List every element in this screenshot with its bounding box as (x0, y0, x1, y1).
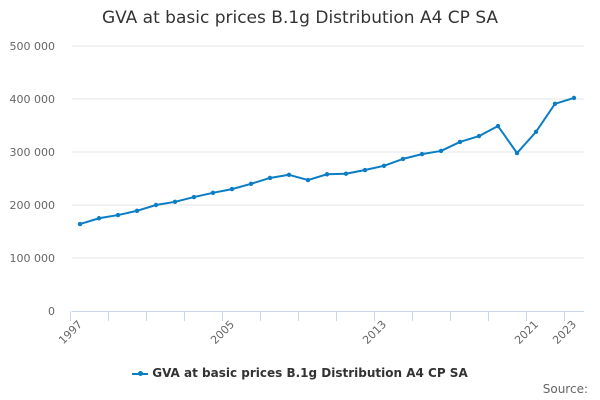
x-tick-label: 2023 (550, 318, 579, 347)
y-tick-label: 0 (48, 305, 55, 318)
data-point (457, 139, 463, 145)
data-point (400, 156, 406, 162)
data-point (267, 175, 273, 181)
data-point (305, 177, 311, 183)
y-tick-label: 200 000 (10, 199, 56, 212)
y-tick-label: 300 000 (10, 146, 56, 159)
x-tick-label: 2013 (360, 318, 389, 347)
data-point (210, 190, 216, 196)
chart-title: GVA at basic prices B.1g Distribution A4… (101, 8, 499, 28)
y-tick-label: 400 000 (10, 93, 56, 106)
data-point (419, 151, 425, 157)
legend-line-marker-icon (132, 370, 149, 376)
y-tick-label: 500 000 (10, 40, 56, 53)
data-point (115, 212, 121, 218)
source-label: Source: (542, 382, 588, 396)
x-tick-label: 1997 (56, 318, 85, 347)
data-point (533, 129, 539, 135)
data-point (229, 186, 235, 192)
legend-label: GVA at basic prices B.1g Distribution A4… (152, 366, 468, 380)
data-point (134, 208, 140, 214)
data-point (571, 95, 577, 101)
data-point (438, 148, 444, 154)
data-point (381, 163, 387, 168)
data-point (343, 171, 349, 176)
data-point (153, 202, 159, 208)
data-point (248, 181, 254, 186)
data-point (552, 101, 558, 106)
data-point (476, 133, 482, 139)
data-point (514, 150, 520, 156)
y-tick-label: 100 000 (10, 252, 56, 265)
x-tick-label: 2005 (208, 318, 237, 347)
data-point (172, 199, 178, 205)
data-point (191, 194, 197, 200)
data-point (324, 172, 330, 177)
x-tick-label: 2021 (512, 318, 541, 347)
data-point (77, 221, 83, 227)
legend-item[interactable]: GVA at basic prices B.1g Distribution A4… (0, 366, 600, 380)
data-point (286, 172, 292, 177)
data-point (362, 167, 368, 173)
data-point (96, 216, 102, 221)
data-point (495, 123, 501, 129)
